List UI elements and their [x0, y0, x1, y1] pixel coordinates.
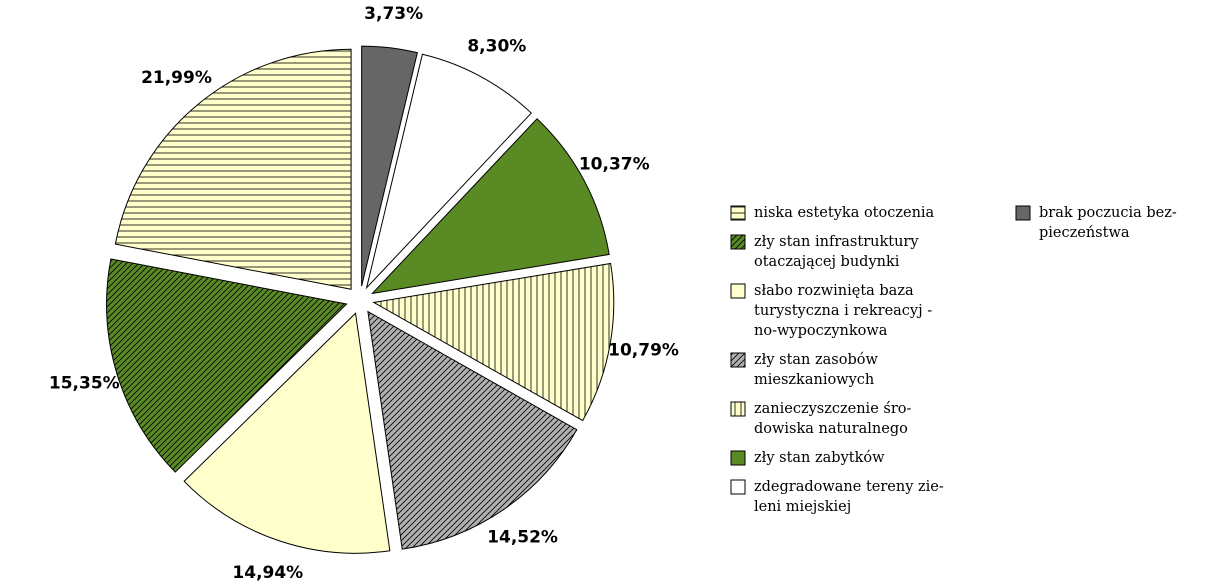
legend-swatch: [730, 283, 746, 299]
data-label: 10,79%: [608, 340, 679, 360]
legend-swatch: [730, 205, 746, 221]
data-label: 8,30%: [467, 37, 526, 57]
legend-label: zanieczyszczenie śro-dowiska naturalnego: [754, 401, 911, 437]
legend-swatch: [1015, 205, 1031, 221]
legend-label: niska estetyka otoczenia: [754, 205, 935, 221]
pie-slice: [183, 312, 391, 554]
legend-label: słabo rozwinięta baza turystyczna i rekre…: [754, 283, 932, 339]
legend-label: zły stan zasobów mieszkaniowych: [754, 352, 878, 388]
pie-slice: [367, 310, 578, 550]
pie-slice: [372, 262, 615, 422]
pie-slice: [370, 118, 610, 295]
legend-swatch: [730, 479, 746, 495]
data-label: 21,99%: [141, 68, 212, 88]
data-label: 15,35%: [49, 373, 120, 393]
legend-swatch: [730, 234, 746, 250]
legend-label: zdegradowane tereny zie-leni miejskiej: [754, 479, 944, 515]
data-label: 14,52%: [487, 528, 558, 548]
legend-swatch: [730, 401, 746, 417]
pie-slice: [365, 53, 532, 290]
data-label: 10,37%: [579, 155, 650, 175]
data-label: 14,94%: [232, 563, 303, 583]
pie-slice: [361, 45, 418, 287]
legend-label: zły stan zabytków: [754, 450, 885, 466]
data-label: 3,73%: [364, 4, 423, 24]
pie-slice: [114, 48, 352, 290]
legend-label: zły stan infrastruktury otaczającej budyn…: [754, 234, 919, 270]
legend-swatch: [730, 450, 746, 466]
legend-label: brak poczucia bez-pieczeństwa: [1039, 205, 1177, 241]
legend-swatch: [730, 352, 746, 368]
pie-slice: [106, 258, 348, 473]
